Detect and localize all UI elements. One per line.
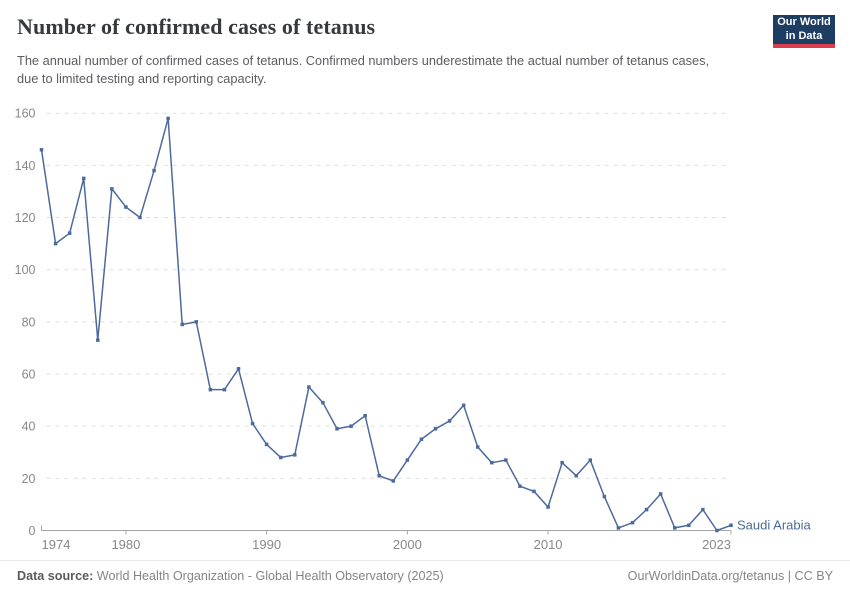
data-point-marker[interactable] [349,424,353,428]
owid-logo-line2: in Data [785,29,823,42]
data-point-marker[interactable] [729,523,733,528]
data-point-marker[interactable] [81,176,86,181]
data-source-text: World Health Organization - Global Healt… [93,569,444,583]
data-point-marker[interactable] [560,460,564,465]
footer-divider [0,560,850,561]
data-point-marker[interactable] [39,147,44,152]
y-axis-tick-label: 80 [22,315,36,329]
y-axis-tick-label: 120 [15,211,36,225]
y-axis-tick-label: 40 [22,420,36,434]
data-point-marker[interactable] [236,367,241,371]
data-point-marker[interactable] [504,458,508,462]
data-point-marker[interactable] [546,505,550,509]
data-point-marker[interactable] [532,489,536,494]
data-point-marker[interactable] [672,526,677,530]
data-point-marker[interactable] [574,473,578,478]
data-point-marker[interactable] [405,458,410,462]
data-point-marker[interactable] [701,507,705,512]
y-axis-tick-label: 20 [22,472,36,486]
data-point-marker[interactable] [377,473,381,478]
data-point-marker[interactable] [630,520,635,525]
page-subtitle: The annual number of confirmed cases of … [17,53,710,87]
data-point-marker[interactable] [96,338,100,342]
data-point-marker[interactable] [490,460,494,465]
data-point-marker[interactable] [687,523,691,528]
series-entity-label[interactable]: Saudi Arabia [737,517,811,532]
data-point-marker[interactable] [602,494,607,499]
data-point-marker[interactable] [715,528,719,533]
x-axis-tick-label: 1974 [42,537,71,552]
data-point-marker[interactable] [208,387,213,392]
y-axis-tick-label: 140 [15,159,36,173]
data-point-marker[interactable] [335,427,339,431]
data-point-marker[interactable] [152,168,156,173]
y-axis-tick-label: 160 [15,107,36,121]
data-point-marker[interactable] [222,387,227,392]
data-point-marker[interactable] [67,231,72,235]
series-line[interactable] [40,117,732,532]
y-axis-tick-label: 0 [29,524,36,538]
data-point-marker[interactable] [53,241,58,246]
data-point-marker[interactable] [644,507,649,512]
footer-rights-link[interactable]: OurWorldinData.org/tetanus | CC BY [627,569,833,583]
page-title: Number of confirmed cases of tetanus [17,14,376,39]
data-point-marker[interactable] [250,421,255,426]
data-point-marker[interactable] [307,385,311,389]
data-point-marker[interactable] [461,403,466,408]
y-axis-tick-label: 100 [15,263,36,277]
data-point-marker[interactable] [166,116,170,121]
data-point-marker[interactable] [180,322,184,327]
data-point-marker[interactable] [138,215,142,220]
data-point-marker[interactable] [110,187,114,191]
data-point-marker[interactable] [321,400,325,405]
data-point-marker[interactable] [391,479,396,483]
x-axis-tick-label: 2010 [534,537,563,552]
x-axis-tick-label: 1980 [111,537,140,552]
data-point-marker[interactable] [264,442,269,447]
data-point-marker[interactable] [124,205,128,209]
data-point-marker[interactable] [293,453,297,457]
data-point-marker[interactable] [475,445,480,449]
data-point-marker[interactable] [616,526,621,530]
data-point-marker[interactable] [419,437,424,441]
data-point-marker[interactable] [194,320,199,324]
data-point-marker[interactable] [278,455,283,460]
data-point-marker[interactable] [658,492,663,496]
owid-logo: Our World in Data [773,15,835,48]
owid-logo-line1: Our World [777,16,831,29]
x-axis-tick-label: 2023 [702,537,731,552]
x-axis-tick-label: 2000 [393,537,422,552]
x-axis-tick-label: 1990 [252,537,281,552]
data-point-marker[interactable] [363,413,367,418]
y-axis-tick-label: 60 [22,368,36,382]
data-point-marker[interactable] [433,427,438,431]
data-point-marker[interactable] [447,419,452,423]
data-point-marker[interactable] [518,484,522,488]
data-source: Data source: World Health Organization -… [17,569,444,583]
data-point-marker[interactable] [588,458,593,462]
footer: Data source: World Health Organization -… [17,569,833,583]
data-source-label: Data source: [17,569,94,583]
